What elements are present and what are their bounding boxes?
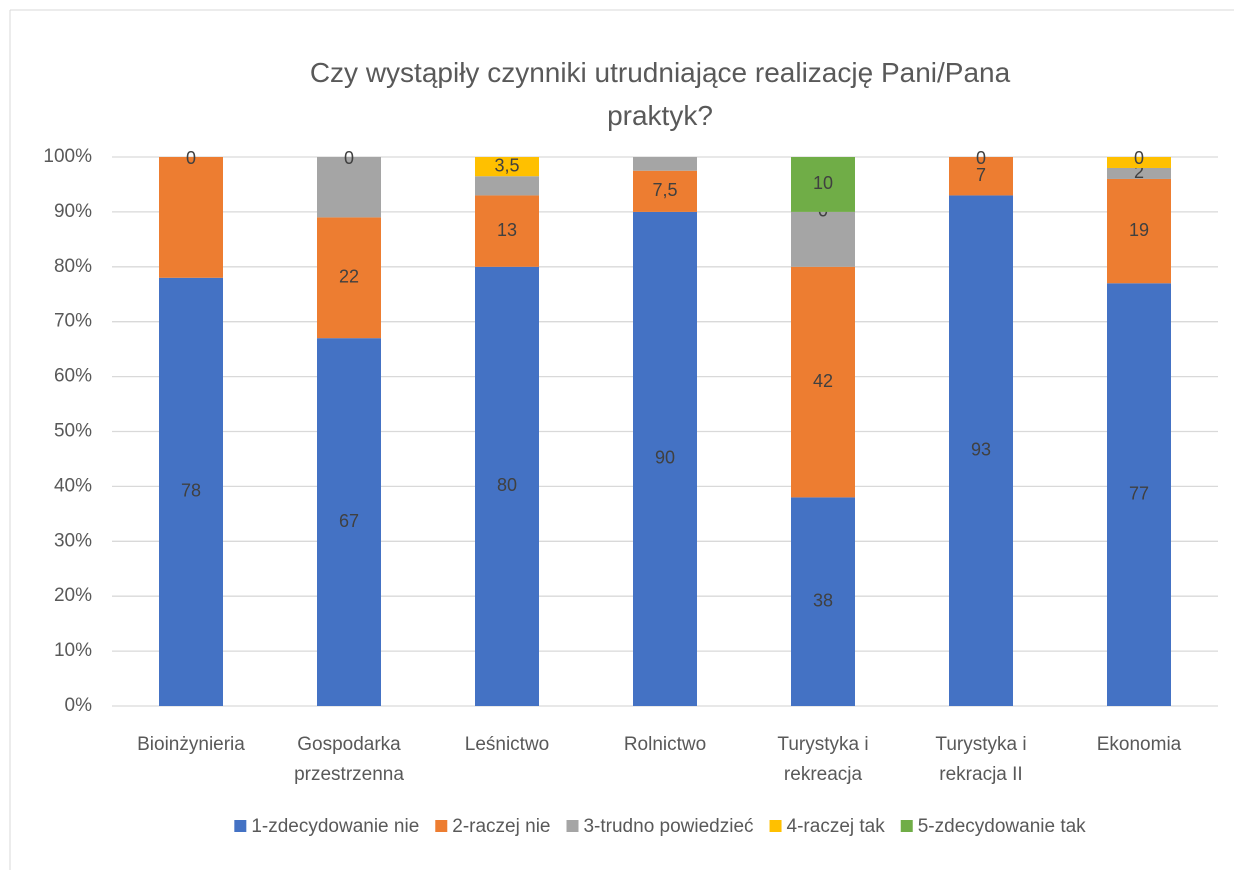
bar-segment	[475, 176, 539, 196]
data-label: 22	[339, 267, 359, 287]
legend-label: 3-trudno powiedzieć	[583, 816, 753, 837]
data-label: 67	[339, 511, 359, 531]
bar-segment	[317, 217, 381, 339]
bar-segment	[949, 195, 1013, 706]
x-tick-label: Turystyka i rekracja II	[935, 734, 1026, 785]
data-label: 42	[813, 371, 833, 391]
bar-segment	[475, 157, 539, 177]
data-label: 7,5	[652, 180, 677, 200]
legend-label: 5-zdecydowanie tak	[918, 816, 1086, 837]
y-tick-label: 20%	[54, 585, 92, 606]
data-label: 90	[655, 448, 675, 468]
legend: 1-zdecydowanie nie 2-raczej nie 3-trudno p…	[234, 816, 1086, 837]
legend-label: 4-raczej tak	[787, 816, 886, 837]
data-label: 10	[813, 173, 833, 193]
y-tick-label: 60%	[54, 366, 92, 387]
bar-segment	[317, 338, 381, 706]
x-tick-label: Gospodarka przestrzenna	[294, 734, 404, 785]
data-label: 19	[1129, 220, 1149, 240]
x-tick-label: Leśnictwo	[465, 734, 550, 755]
data-label: 13	[497, 220, 517, 240]
legend-swatch	[234, 820, 247, 832]
bar-segment	[317, 157, 381, 218]
bar-segment	[791, 157, 855, 212]
bar-segment	[1107, 157, 1171, 168]
bar-segment	[1107, 283, 1171, 706]
y-tick-label: 100%	[43, 146, 92, 167]
data-label: 38	[813, 590, 833, 610]
data-label: 0	[186, 148, 196, 168]
legend-swatch	[900, 820, 913, 832]
bar-segment	[1107, 167, 1171, 179]
bar-segment	[159, 277, 223, 706]
legend-swatch	[435, 820, 448, 832]
legend-label: 2-raczej nie	[452, 816, 550, 837]
data-label: 3,5	[494, 155, 519, 175]
bar-segment	[633, 211, 697, 706]
data-label: 78	[181, 481, 201, 501]
bar-segment	[633, 157, 697, 171]
bar-segment	[159, 157, 223, 278]
bar-segment	[475, 266, 539, 706]
chart-title: Czy wystąpiły czynniki utrudniające real…	[310, 57, 1011, 131]
x-tick-label: Turystyka i rekreacja	[777, 734, 868, 785]
y-tick-label: 90%	[54, 201, 92, 222]
legend-swatch	[566, 820, 579, 832]
y-tick-label: 0%	[65, 695, 93, 716]
data-label: 2	[1134, 162, 1144, 182]
data-label: 77	[1129, 483, 1149, 503]
data-label: 80	[497, 475, 517, 495]
legend-swatch	[769, 820, 782, 832]
legend-label: 1-zdecydowanie nie	[251, 816, 419, 837]
bar-segment	[633, 170, 697, 212]
data-label: 0	[976, 148, 986, 168]
y-tick-label: 80%	[54, 256, 92, 277]
bar-segment	[791, 211, 855, 267]
y-tick-label: 50%	[54, 421, 92, 442]
x-tick-label: Rolnictwo	[624, 734, 706, 755]
y-tick-label: 10%	[54, 640, 92, 661]
y-tick-label: 30%	[54, 530, 92, 551]
bar-segment	[791, 266, 855, 498]
bar-segment	[1107, 178, 1171, 284]
bar-segment	[949, 157, 1013, 196]
data-label: 7	[976, 165, 986, 185]
bar-segment	[791, 497, 855, 706]
data-label: 0	[344, 148, 354, 168]
data-label: 93	[971, 439, 991, 459]
bar-segment	[475, 195, 539, 267]
y-tick-label: 70%	[54, 311, 92, 332]
x-tick-label: Ekonomia	[1097, 734, 1182, 755]
x-tick-label: Bioinżynieria	[137, 734, 245, 755]
data-label: 0	[1134, 148, 1144, 168]
y-tick-label: 40%	[54, 475, 92, 496]
